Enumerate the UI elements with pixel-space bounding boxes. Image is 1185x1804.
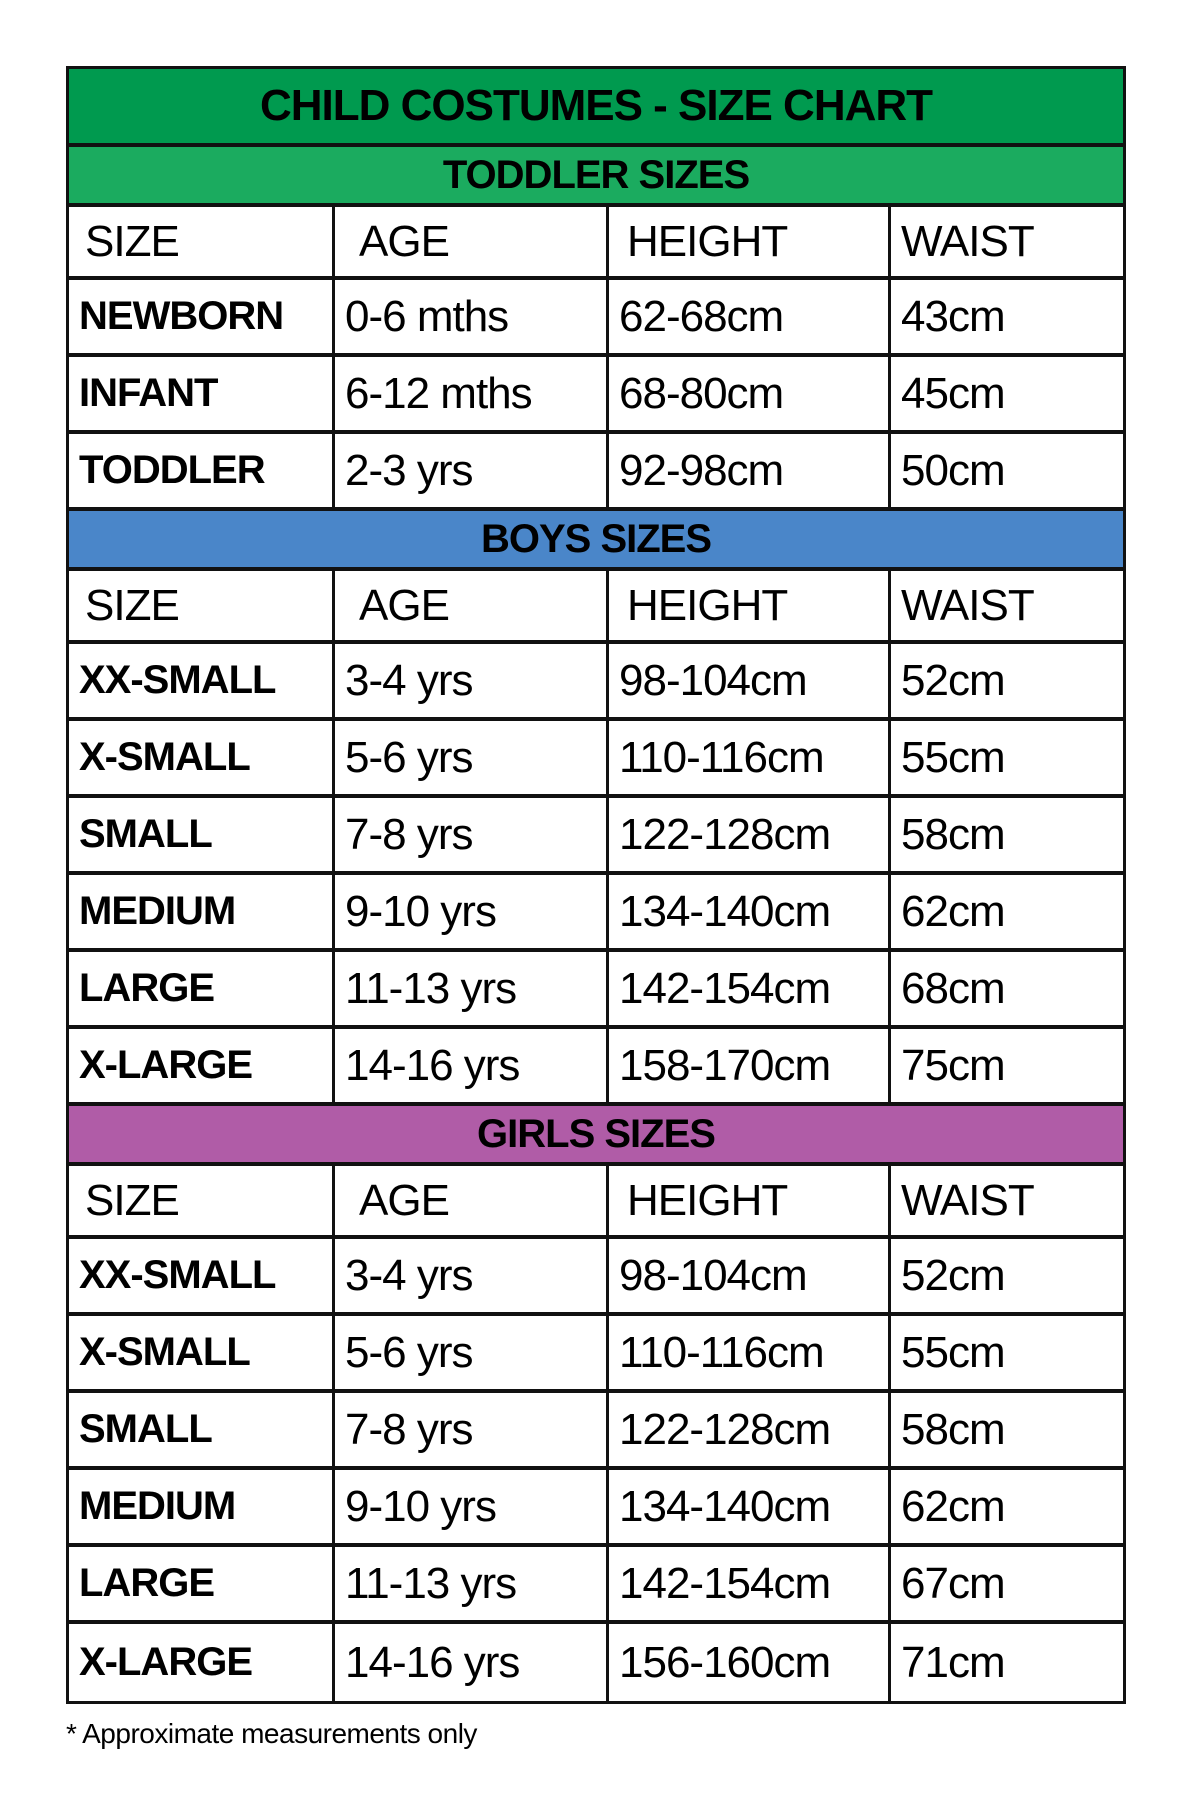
table-cell: 134-140cm: [609, 875, 891, 948]
table-cell: 3-4 yrs: [335, 1239, 609, 1312]
table-cell: 5-6 yrs: [335, 1316, 609, 1389]
column-header-row: SIZE AGE HEIGHT WAIST: [69, 571, 1123, 644]
column-header: WAIST: [901, 216, 1035, 266]
table-cell: 142-154cm: [609, 1547, 891, 1620]
table-cell: 62-68cm: [609, 280, 891, 353]
table-row: LARGE 11-13 yrs 142-154cm 67cm: [69, 1547, 1123, 1624]
table-cell: INFANT: [69, 357, 335, 430]
column-header: AGE: [335, 1166, 609, 1235]
table-row: SMALL 7-8 yrs 122-128cm 58cm: [69, 798, 1123, 875]
table-cell: 68-80cm: [609, 357, 891, 430]
table-cell: X-LARGE: [69, 1029, 335, 1102]
table-row: INFANT 6-12 mths 68-80cm 45cm: [69, 357, 1123, 434]
table-cell: 11-13 yrs: [335, 1547, 609, 1620]
table-cell: 62cm: [901, 886, 1006, 936]
table-cell: 55cm: [901, 732, 1006, 782]
table-cell: 98-104cm: [609, 1239, 891, 1312]
column-header: WAIST: [901, 580, 1035, 630]
table-cell: 156-160cm: [609, 1624, 891, 1701]
table-cell: LARGE: [69, 1547, 335, 1620]
table-cell: 7-8 yrs: [335, 798, 609, 871]
table-cell: 58cm: [901, 1404, 1006, 1454]
table-cell: 158-170cm: [609, 1029, 891, 1102]
table-row: MEDIUM 9-10 yrs 134-140cm 62cm: [69, 875, 1123, 952]
table-row: X-LARGE 14-16 yrs 156-160cm 71cm: [69, 1624, 1123, 1701]
table-cell: X-LARGE: [69, 1624, 335, 1701]
table-cell: MEDIUM: [69, 875, 335, 948]
column-header: SIZE: [69, 1166, 335, 1235]
table-cell: 0-6 mths: [335, 280, 609, 353]
table-row: LARGE 11-13 yrs 142-154cm 68cm: [69, 952, 1123, 1029]
table-cell: MEDIUM: [69, 1470, 335, 1543]
table-cell: X-SMALL: [69, 1316, 335, 1389]
section-header: TODDLER SIZES: [69, 147, 1123, 207]
table-cell: XX-SMALL: [69, 1239, 335, 1312]
table-cell: 50cm: [901, 445, 1006, 495]
table-cell: 134-140cm: [609, 1470, 891, 1543]
table-cell: 110-116cm: [609, 1316, 891, 1389]
table-cell: 11-13 yrs: [335, 952, 609, 1025]
column-header: SIZE: [69, 571, 335, 640]
table-cell: 55cm: [901, 1327, 1006, 1377]
table-row: X-SMALL 5-6 yrs 110-116cm 55cm: [69, 1316, 1123, 1393]
table-cell: 14-16 yrs: [335, 1624, 609, 1701]
table-cell: 122-128cm: [609, 798, 891, 871]
table-cell: 3-4 yrs: [335, 644, 609, 717]
table-cell: 62cm: [901, 1481, 1006, 1531]
table-cell: NEWBORN: [69, 280, 335, 353]
table-cell: 75cm: [901, 1040, 1006, 1090]
table-row: X-LARGE 14-16 yrs 158-170cm 75cm: [69, 1029, 1123, 1106]
footnote: * Approximate measurements only: [66, 1718, 477, 1749]
column-header: AGE: [335, 571, 609, 640]
table-cell: 14-16 yrs: [335, 1029, 609, 1102]
table-row: X-SMALL 5-6 yrs 110-116cm 55cm: [69, 721, 1123, 798]
table-cell: X-SMALL: [69, 721, 335, 794]
column-header: HEIGHT: [609, 207, 891, 276]
table-row: XX-SMALL 3-4 yrs 98-104cm 52cm: [69, 644, 1123, 721]
table-row: TODDLER 2-3 yrs 92-98cm 50cm: [69, 434, 1123, 511]
column-header: HEIGHT: [609, 1166, 891, 1235]
table-cell: 52cm: [901, 655, 1006, 705]
column-header: SIZE: [69, 207, 335, 276]
size-chart-table: CHILD COSTUMES - SIZE CHART TODDLER SIZE…: [66, 66, 1126, 1704]
table-cell: TODDLER: [69, 434, 335, 507]
section-header: GIRLS SIZES: [69, 1106, 1123, 1166]
column-header-row: SIZE AGE HEIGHT WAIST: [69, 207, 1123, 280]
table-cell: 98-104cm: [609, 644, 891, 717]
table-row: XX-SMALL 3-4 yrs 98-104cm 52cm: [69, 1239, 1123, 1316]
table-cell: 5-6 yrs: [335, 721, 609, 794]
table-row: NEWBORN 0-6 mths 62-68cm 43cm: [69, 280, 1123, 357]
table-cell: 142-154cm: [609, 952, 891, 1025]
table-cell: SMALL: [69, 798, 335, 871]
table-row: MEDIUM 9-10 yrs 134-140cm 62cm: [69, 1470, 1123, 1547]
table-cell: 2-3 yrs: [335, 434, 609, 507]
table-cell: 71cm: [901, 1637, 1006, 1687]
table-cell: 7-8 yrs: [335, 1393, 609, 1466]
table-cell: 6-12 mths: [335, 357, 609, 430]
table-cell: SMALL: [69, 1393, 335, 1466]
table-row: SMALL 7-8 yrs 122-128cm 58cm: [69, 1393, 1123, 1470]
table-cell: 58cm: [901, 809, 1006, 859]
section-header: BOYS SIZES: [69, 511, 1123, 571]
table-cell: 45cm: [901, 368, 1006, 418]
table-cell: 92-98cm: [609, 434, 891, 507]
table-cell: 122-128cm: [609, 1393, 891, 1466]
column-header-row: SIZE AGE HEIGHT WAIST: [69, 1166, 1123, 1239]
table-cell: 43cm: [901, 291, 1006, 341]
table-cell: 9-10 yrs: [335, 1470, 609, 1543]
table-cell: 67cm: [901, 1558, 1006, 1608]
table-cell: LARGE: [69, 952, 335, 1025]
column-header: WAIST: [901, 1175, 1035, 1225]
column-header: AGE: [335, 207, 609, 276]
table-cell: XX-SMALL: [69, 644, 335, 717]
table-cell: 110-116cm: [609, 721, 891, 794]
chart-title: CHILD COSTUMES - SIZE CHART: [69, 69, 1123, 147]
column-header: HEIGHT: [609, 571, 891, 640]
table-cell: 9-10 yrs: [335, 875, 609, 948]
table-cell: 68cm: [901, 963, 1006, 1013]
table-cell: 52cm: [901, 1250, 1006, 1300]
